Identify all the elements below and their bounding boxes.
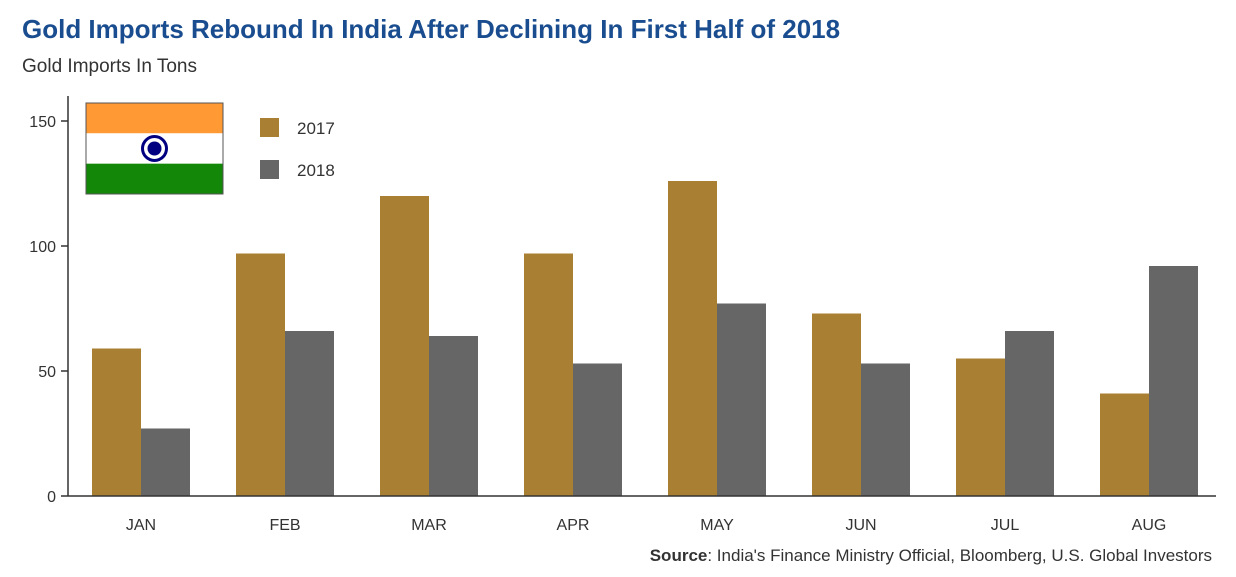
x-tick-label: FEB <box>269 517 300 534</box>
x-tick-label: APR <box>557 517 590 534</box>
bar-2017-may <box>668 181 717 496</box>
chart-title: Gold Imports Rebound In India After Decl… <box>22 14 841 44</box>
bar-2017-jul <box>956 358 1005 496</box>
bars-group <box>92 181 1198 496</box>
y-tick-label: 100 <box>29 239 56 256</box>
x-tick-label: JUN <box>845 517 876 534</box>
flag-border <box>85 102 224 195</box>
chart-subtitle: Gold Imports In Tons <box>22 56 197 77</box>
india-flag-icon <box>85 102 224 195</box>
legend-swatch-2018 <box>260 160 279 179</box>
y-tick-label: 50 <box>38 364 56 381</box>
source-label: Source <box>649 546 708 565</box>
x-tick-label: JUL <box>991 517 1020 534</box>
source-note: Source: India's Finance Ministry Officia… <box>650 546 1212 566</box>
x-tick-label: MAY <box>700 517 734 534</box>
bar-2018-jan <box>141 428 190 496</box>
y-tick-label: 0 <box>47 489 56 506</box>
flag-green-band <box>86 163 223 194</box>
x-tick-label: JAN <box>126 517 156 534</box>
bar-2018-aug <box>1149 266 1198 496</box>
bar-2017-feb <box>236 253 285 496</box>
x-tick-label: AUG <box>1132 517 1167 534</box>
legend-label-2018: 2018 <box>297 161 335 180</box>
bar-2017-aug <box>1100 393 1149 496</box>
bar-2018-may <box>717 303 766 496</box>
bar-2018-jun <box>861 363 910 496</box>
x-tick-label: MAR <box>411 517 447 534</box>
axes-group: JAN FEB MAR APR MAY JUN JUL AUG 0 50 100 150 <box>29 96 1216 534</box>
bar-2017-apr <box>524 253 573 496</box>
legend: 2017 2018 <box>260 118 335 180</box>
flag-saffron-band <box>86 103 223 134</box>
y-tick-label: 150 <box>29 114 56 131</box>
bar-2017-jan <box>92 348 141 496</box>
bar-2018-apr <box>573 363 622 496</box>
legend-label-2017: 2017 <box>297 119 335 138</box>
bar-2018-mar <box>429 336 478 496</box>
source-text: : India's Finance Ministry Official, Blo… <box>707 546 1212 565</box>
bar-2017-jun <box>812 313 861 496</box>
bar-2018-jul <box>1005 331 1054 496</box>
chakra-hub <box>147 141 162 156</box>
legend-swatch-2017 <box>260 118 279 137</box>
bar-2018-feb <box>285 331 334 496</box>
bar-2017-mar <box>380 196 429 496</box>
